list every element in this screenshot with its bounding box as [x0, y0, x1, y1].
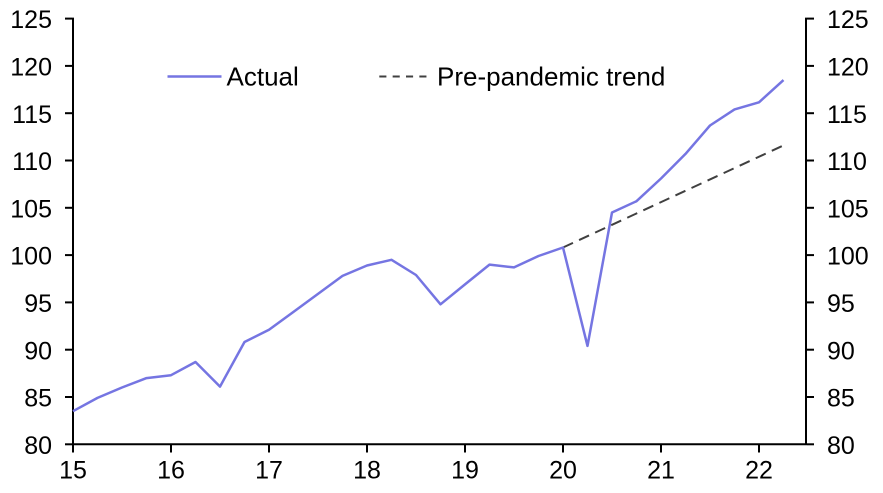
svg-text:115: 115: [827, 101, 867, 129]
svg-text:90: 90: [24, 337, 52, 365]
svg-text:18: 18: [353, 457, 381, 485]
svg-text:22: 22: [745, 457, 773, 485]
svg-text:Actual: Actual: [227, 62, 299, 92]
svg-text:90: 90: [827, 337, 855, 365]
svg-text:100: 100: [827, 243, 869, 271]
svg-text:105: 105: [10, 195, 52, 223]
svg-text:125: 125: [827, 6, 869, 34]
svg-text:125: 125: [10, 6, 52, 34]
svg-text:110: 110: [12, 148, 52, 176]
svg-text:120: 120: [10, 54, 52, 82]
svg-text:17: 17: [255, 457, 283, 485]
svg-text:85: 85: [827, 385, 855, 413]
svg-text:95: 95: [827, 290, 855, 318]
svg-text:Pre-pandemic trend: Pre-pandemic trend: [437, 62, 665, 92]
svg-text:21: 21: [647, 457, 675, 485]
svg-text:120: 120: [827, 54, 869, 82]
svg-text:80: 80: [827, 432, 855, 460]
svg-text:85: 85: [24, 385, 52, 413]
svg-text:20: 20: [549, 457, 577, 485]
svg-text:16: 16: [157, 457, 185, 485]
svg-text:15: 15: [59, 457, 87, 485]
svg-text:95: 95: [24, 290, 52, 318]
svg-text:105: 105: [827, 195, 869, 223]
svg-text:110: 110: [827, 148, 867, 176]
svg-text:115: 115: [12, 101, 52, 129]
svg-text:19: 19: [451, 457, 479, 485]
svg-text:80: 80: [24, 432, 52, 460]
svg-text:100: 100: [10, 243, 52, 271]
